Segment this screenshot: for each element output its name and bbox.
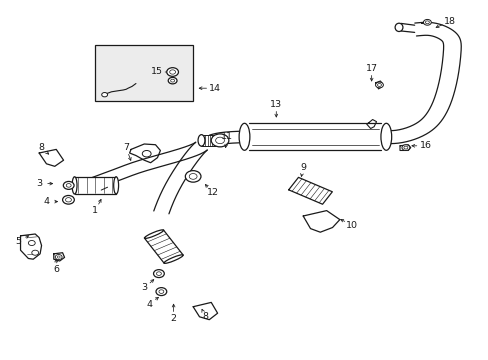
Text: 14: 14 (209, 84, 221, 93)
Ellipse shape (113, 177, 118, 194)
Circle shape (156, 288, 166, 296)
Ellipse shape (163, 255, 183, 264)
Text: 6: 6 (53, 266, 59, 274)
Circle shape (377, 84, 381, 86)
Ellipse shape (144, 230, 163, 238)
Ellipse shape (216, 135, 223, 146)
Circle shape (215, 137, 224, 144)
Circle shape (65, 198, 71, 202)
Ellipse shape (380, 123, 391, 150)
Circle shape (156, 272, 161, 275)
Ellipse shape (394, 23, 402, 31)
Circle shape (63, 181, 74, 189)
Circle shape (168, 77, 177, 84)
Text: 17: 17 (365, 64, 377, 73)
Text: 16: 16 (419, 141, 430, 150)
Circle shape (403, 146, 407, 149)
Circle shape (28, 240, 35, 246)
Text: 9: 9 (300, 163, 305, 172)
Circle shape (102, 93, 107, 97)
Text: 10: 10 (346, 220, 357, 230)
Circle shape (142, 150, 151, 157)
Circle shape (32, 250, 39, 255)
Circle shape (185, 171, 201, 182)
Circle shape (57, 256, 60, 258)
Circle shape (375, 82, 383, 88)
Text: 11: 11 (221, 132, 233, 141)
Text: 3: 3 (36, 179, 42, 188)
Text: 7: 7 (123, 143, 129, 152)
Circle shape (66, 184, 71, 187)
Circle shape (169, 70, 175, 74)
Circle shape (55, 255, 62, 260)
Circle shape (159, 290, 163, 293)
Circle shape (166, 68, 178, 76)
Text: 8: 8 (39, 143, 44, 152)
Text: 4: 4 (146, 300, 152, 309)
Text: 3: 3 (141, 284, 147, 292)
Text: 5: 5 (16, 237, 21, 246)
Circle shape (189, 174, 197, 179)
Circle shape (170, 79, 174, 82)
Circle shape (153, 270, 164, 278)
Circle shape (401, 145, 409, 150)
Ellipse shape (72, 177, 77, 194)
Bar (95, 45, 193, 101)
Ellipse shape (198, 135, 204, 146)
Circle shape (211, 134, 228, 147)
Circle shape (62, 195, 74, 204)
Circle shape (423, 19, 430, 25)
Text: 8: 8 (202, 312, 208, 321)
Text: 1: 1 (92, 206, 98, 215)
Text: 2: 2 (170, 314, 176, 323)
Text: 15: 15 (150, 68, 162, 77)
Text: 12: 12 (206, 188, 218, 197)
Circle shape (425, 21, 428, 24)
Ellipse shape (239, 123, 249, 150)
Text: 4: 4 (43, 197, 49, 206)
Text: 13: 13 (270, 100, 282, 109)
Bar (74, 177, 116, 194)
Text: 18: 18 (443, 17, 455, 26)
